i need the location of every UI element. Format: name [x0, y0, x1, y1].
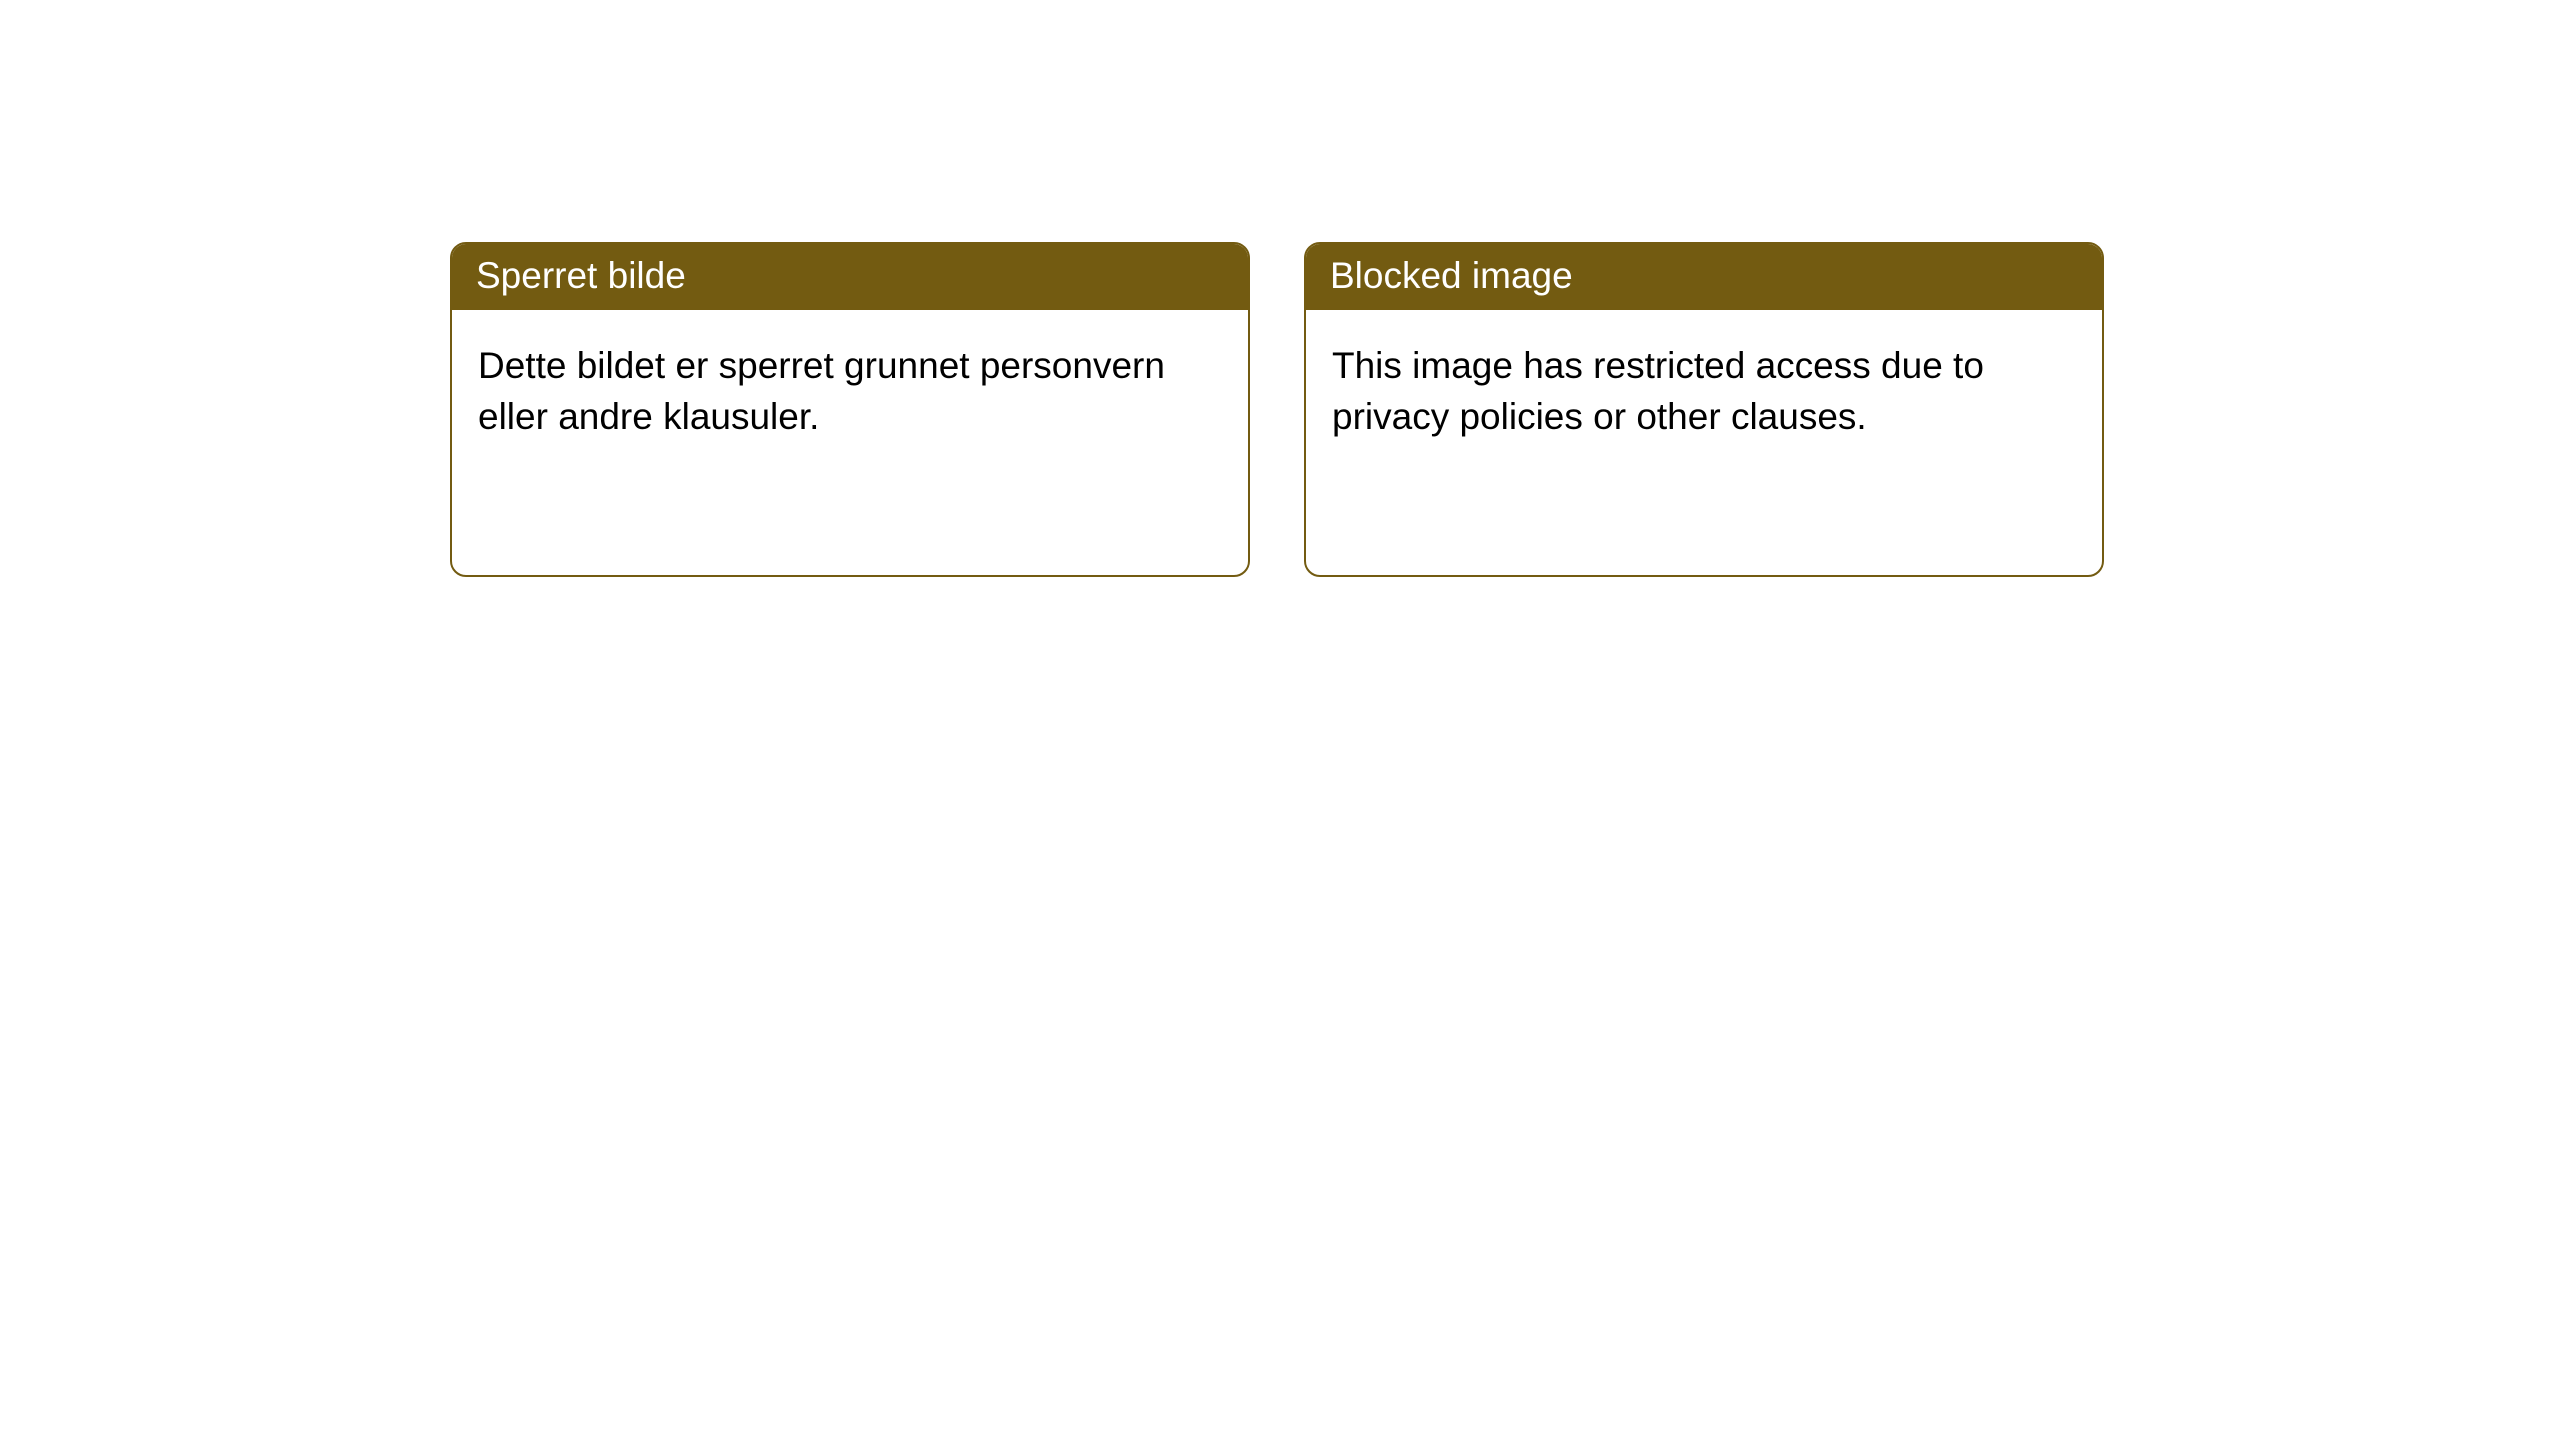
notice-card-title: Sperret bilde [476, 255, 686, 296]
notice-card-header: Blocked image [1306, 244, 2102, 310]
notice-card-message: Dette bildet er sperret grunnet personve… [478, 345, 1165, 437]
notice-card-norwegian: Sperret bilde Dette bildet er sperret gr… [450, 242, 1250, 577]
notice-card-message: This image has restricted access due to … [1332, 345, 1984, 437]
notice-card-header: Sperret bilde [452, 244, 1248, 310]
notice-card-english: Blocked image This image has restricted … [1304, 242, 2104, 577]
notice-cards-container: Sperret bilde Dette bildet er sperret gr… [450, 242, 2104, 577]
notice-card-body: Dette bildet er sperret grunnet personve… [452, 310, 1248, 472]
notice-card-title: Blocked image [1330, 255, 1573, 296]
notice-card-body: This image has restricted access due to … [1306, 310, 2102, 472]
